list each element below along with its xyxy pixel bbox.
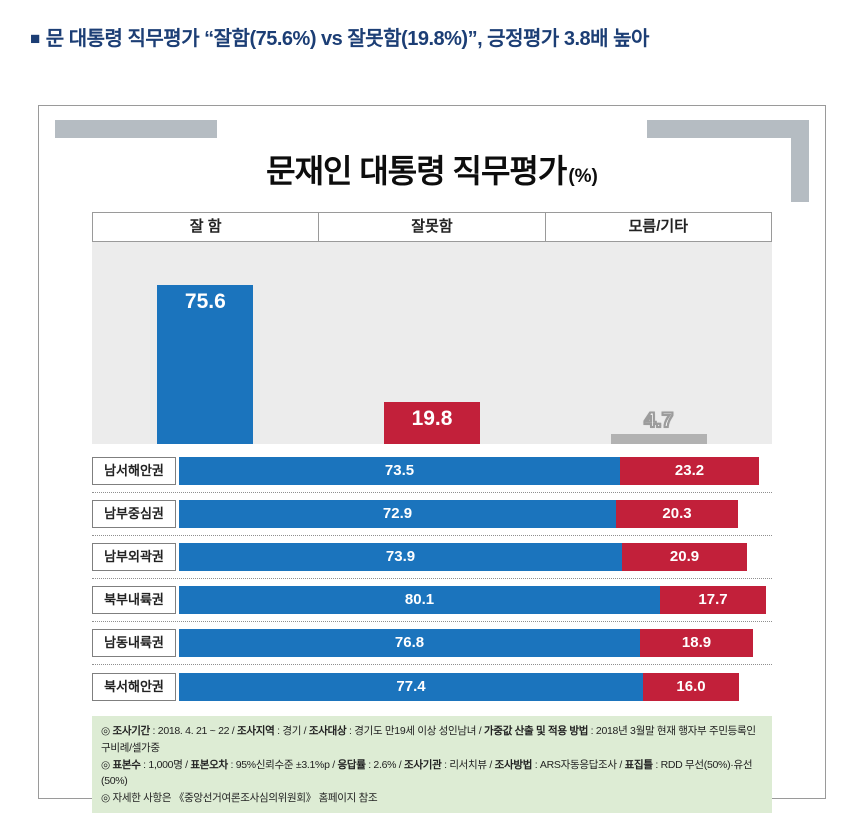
vertical-bar-chart: 잘 함 잘못함 모름/기타 75.6 19.8 4.7 (92, 212, 772, 444)
segment-잘함: 80.1 (179, 586, 660, 614)
report-card: 문재인 대통령 직무평가 (%) 잘 함 잘못함 모름/기타 75.6 19.8 4.7 … (38, 105, 826, 813)
segment-잘못함: 18.9 (640, 629, 753, 657)
region-bar-group: 73.9 20.9 (179, 543, 747, 571)
region-label: 남부외곽권 (92, 543, 176, 571)
footnote-line: ◎ 표본수 : 1,000명 / 표본오차 : 95%신뢰수준 ±3.1%p /… (101, 757, 763, 791)
value-bar: 75.6 (157, 285, 254, 444)
segment-잘함: 72.9 (179, 500, 616, 528)
value-bar (610, 434, 707, 444)
bar-value-label: 19.8 (411, 407, 453, 430)
segment-잘함: 76.8 (179, 629, 640, 657)
chart-title: 문재인 대통령 직무평가 (266, 153, 567, 189)
footnote-text: : 2018. 4. 21 ~ 22 / (149, 725, 238, 737)
bar-value-label: 75.6 (184, 290, 226, 313)
footnote-line: ◎ 자세한 사항은 《중앙선거여론조사심의위원회》 홈페이지 참조 (101, 790, 763, 807)
footnote-term: ◎ 표본수 (101, 758, 141, 771)
footnote-line: ◎ 조사기간 : 2018. 4. 21 ~ 22 / 조사지역 : 경기 / … (101, 723, 763, 757)
headline-bullet-icon: ■ (30, 29, 40, 48)
region-bar-group: 76.8 18.9 (179, 629, 753, 657)
segment-잘함: 73.5 (179, 457, 620, 485)
region-row: 남부중심권 72.9 20.3 (92, 493, 772, 536)
value-bar: 19.8 (384, 402, 480, 444)
page: ■ 문 대통령 직무평가 “잘함(75.6%) vs 잘못함(19.8%)”, 긍… (0, 22, 858, 813)
segment-잘못함: 16.0 (643, 672, 739, 701)
category-header-cell: 모름/기타 (545, 212, 772, 242)
bar-column: 19.8 (319, 242, 546, 444)
region-bar-group: 80.1 17.7 (179, 586, 766, 614)
region-bar-group: 77.4 16.0 (179, 672, 739, 701)
frame-right-bar (791, 120, 809, 202)
footnote-term: 조사지역 (237, 725, 275, 737)
footnote-text: : RDD 무선(50%)·유선(50%) (101, 758, 753, 788)
region-row: 남부외곽권 73.9 20.9 (92, 536, 772, 579)
category-header-cell: 잘못함 (319, 212, 546, 242)
footnote-term: 응답률 (337, 758, 366, 771)
segment-잘함: 73.9 (179, 543, 622, 571)
segment-잘못함: 20.3 (616, 500, 738, 528)
footnote-text: : 2.6% / (365, 758, 405, 771)
region-row: 남동내륙권 76.8 18.9 (92, 622, 772, 665)
region-bar-group: 73.5 23.2 (179, 457, 759, 485)
footnote-term: 표집틀 (624, 758, 653, 771)
footnote-term: ◎ 조사기간 (101, 725, 150, 737)
region-row: 북서해안권 77.4 16.0 (92, 665, 772, 708)
survey-footnote: ◎ 조사기간 : 2018. 4. 21 ~ 22 / 조사지역 : 경기 / … (92, 716, 772, 813)
segment-잘못함: 20.9 (622, 543, 747, 571)
segment-잘못함: 23.2 (620, 457, 759, 485)
footnote-term: 조사방법 (494, 758, 533, 771)
footnote-term: 조사대상 (308, 725, 347, 737)
footnote-term: 표본오차 (190, 758, 228, 771)
region-bar-group: 72.9 20.3 (179, 500, 738, 528)
bar-column: 4.7 (545, 242, 772, 444)
footnote-text: : 1,000명 / (140, 758, 191, 771)
headline-text: 문 대통령 직무평가 “잘함(75.6%) vs 잘못함(19.8%)”, 긍정… (45, 28, 650, 50)
category-header-cell: 잘 함 (92, 212, 320, 242)
footnote-term: 조사기관 (404, 758, 442, 771)
footnote-text: ◎ 자세한 사항은 《중앙선거여론조사심의위원회》 홈페이지 참조 (101, 792, 378, 805)
footnote-text: : 경기도 만19세 이상 성인남녀 / (346, 725, 484, 737)
headline: ■ 문 대통령 직무평가 “잘함(75.6%) vs 잘못함(19.8%)”, 긍… (30, 22, 858, 51)
category-header-row: 잘 함 잘못함 모름/기타 (92, 212, 772, 242)
bar-column: 75.6 (92, 242, 319, 444)
footnote-text: : 2018년 3월말 현재 행자부 주민등록인구비례/셀가중 (101, 725, 756, 754)
region-label: 남서해안권 (92, 457, 176, 485)
bar-value-label: 4.7 (643, 408, 674, 433)
region-label: 남동내륙권 (92, 629, 176, 657)
footnote-text: : 경기 / (274, 725, 309, 737)
footnote-term: 가중값 산출 및 적용 방법 (483, 725, 589, 737)
footnote-text: : 95%신뢰수준 ±3.1%p / (227, 758, 338, 771)
region-label: 남부중심권 (92, 500, 176, 528)
region-row: 남서해안권 73.5 23.2 (92, 450, 772, 493)
footnote-text: : ARS자동응답조사 / (532, 758, 625, 771)
region-label: 북부내륙권 (92, 586, 176, 614)
region-stacked-bar-chart: 남서해안권 73.5 23.2 남부중심권 72.9 20.3 남부외곽권 73.9 20.9 북… (92, 450, 772, 708)
footnote-text: : 리서치뷰 / (441, 758, 495, 771)
segment-잘함: 77.4 (179, 672, 643, 701)
title-box: 문재인 대통령 직무평가 (%) (217, 120, 647, 206)
segment-잘못함: 17.7 (660, 586, 766, 614)
region-row: 북부내륙권 80.1 17.7 (92, 579, 772, 622)
chart-title-unit: (%) (568, 166, 598, 187)
bar-plot-area: 75.6 19.8 4.7 (92, 242, 772, 444)
region-label: 북서해안권 (92, 672, 176, 701)
